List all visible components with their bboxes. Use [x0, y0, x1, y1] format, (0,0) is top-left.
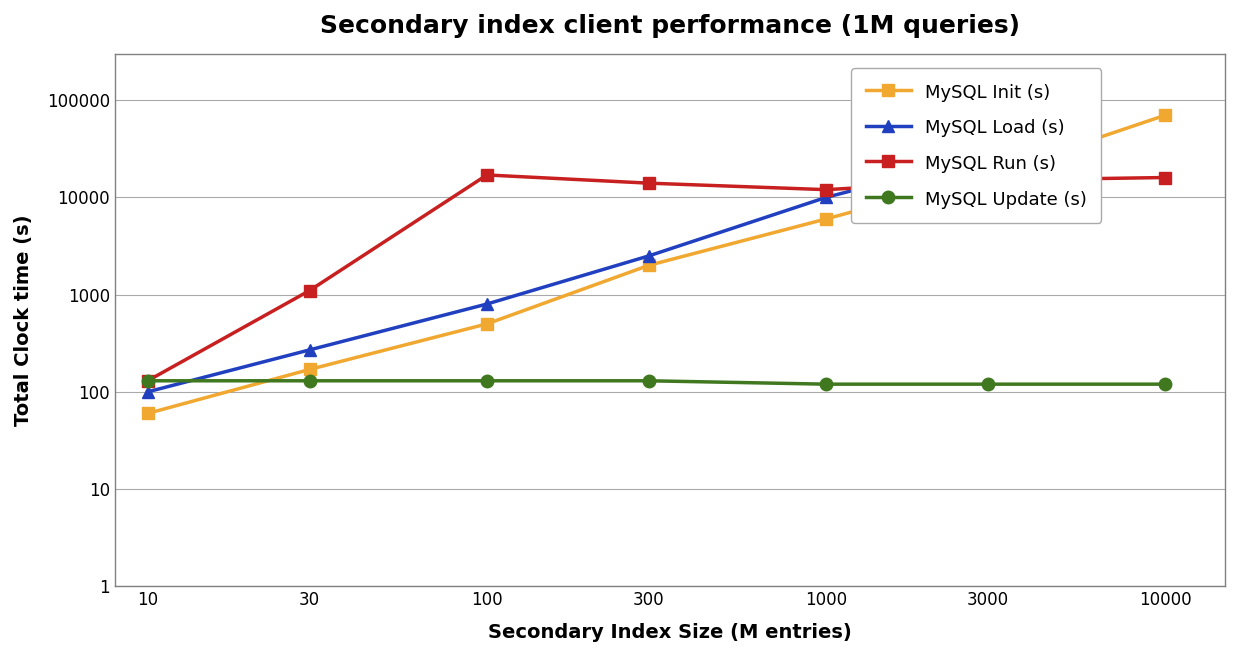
Line: MySQL Load (s): MySQL Load (s) [141, 149, 994, 398]
MySQL Load (s) [479, 300, 494, 308]
Line: MySQL Init (s): MySQL Init (s) [141, 109, 1172, 420]
MySQL Run (s) [819, 186, 834, 194]
MySQL Run (s) [302, 287, 317, 295]
MySQL Load (s) [302, 346, 317, 354]
MySQL Update (s) [642, 377, 657, 384]
MySQL Load (s) [980, 152, 995, 159]
MySQL Update (s) [980, 380, 995, 388]
Title: Secondary index client performance (1M queries): Secondary index client performance (1M q… [320, 14, 1020, 38]
MySQL Run (s) [479, 171, 494, 179]
MySQL Update (s) [140, 377, 155, 384]
MySQL Update (s) [302, 377, 317, 384]
Line: MySQL Update (s): MySQL Update (s) [141, 375, 1172, 390]
MySQL Update (s) [1158, 380, 1173, 388]
MySQL Init (s) [642, 261, 657, 269]
MySQL Init (s) [302, 365, 317, 373]
X-axis label: Secondary Index Size (M entries): Secondary Index Size (M entries) [488, 623, 852, 642]
MySQL Init (s) [140, 409, 155, 417]
MySQL Init (s) [479, 320, 494, 328]
MySQL Update (s) [819, 380, 834, 388]
MySQL Load (s) [819, 194, 834, 201]
MySQL Init (s) [819, 215, 834, 223]
MySQL Update (s) [479, 377, 494, 384]
MySQL Init (s) [1158, 112, 1173, 119]
MySQL Run (s) [1158, 174, 1173, 182]
Line: MySQL Run (s): MySQL Run (s) [141, 169, 1172, 387]
MySQL Load (s) [642, 252, 657, 260]
MySQL Load (s) [140, 388, 155, 396]
MySQL Run (s) [642, 179, 657, 187]
MySQL Run (s) [140, 377, 155, 384]
MySQL Run (s) [980, 176, 995, 184]
Y-axis label: Total Clock time (s): Total Clock time (s) [14, 215, 33, 426]
Legend: MySQL Init (s), MySQL Load (s), MySQL Run (s), MySQL Update (s): MySQL Init (s), MySQL Load (s), MySQL Ru… [851, 68, 1101, 223]
MySQL Init (s) [980, 171, 995, 179]
